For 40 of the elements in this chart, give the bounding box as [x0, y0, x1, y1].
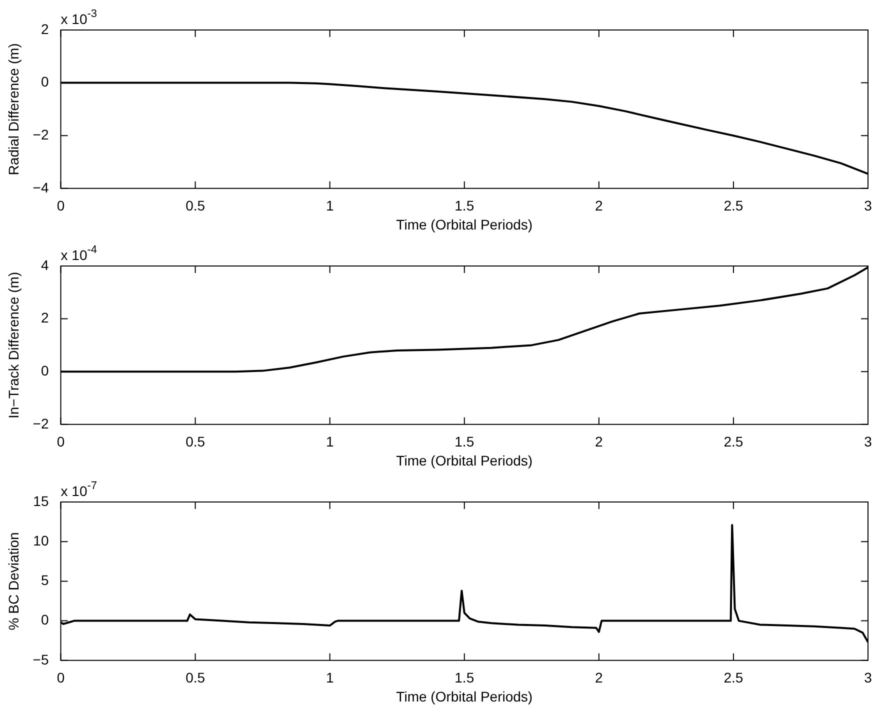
x-tick-label: 1 — [326, 198, 334, 214]
y-tick-label: −5 — [32, 651, 49, 668]
y-tick-label: −2 — [32, 126, 49, 142]
x-tick-label: 1.5 — [454, 434, 474, 450]
y-axis-title: In−Track Difference (m) — [5, 272, 22, 419]
x-tick-label: 2.5 — [724, 670, 744, 686]
x-tick-label: 2.5 — [724, 198, 744, 214]
x-axis-title: Time (Orbital Periods) — [396, 688, 533, 704]
x-tick-label: 2 — [595, 198, 604, 214]
x-tick-label: 0 — [56, 670, 65, 686]
x-tick-label: 3 — [864, 434, 872, 450]
y-tick-label: 10 — [33, 532, 49, 548]
y-tick-label: 15 — [33, 492, 49, 509]
x-axis-title: Time (Orbital Periods) — [396, 452, 533, 468]
x-tick-label: 2 — [595, 670, 604, 686]
x-tick-label: 2.5 — [724, 434, 744, 450]
y-tick-label: 4 — [40, 256, 49, 273]
y-tick-label: −4 — [32, 179, 49, 196]
y-axis-title: Radial Difference (m) — [5, 43, 22, 176]
x-tick-label: 2 — [595, 434, 604, 450]
y-tick-label: −2 — [32, 415, 49, 432]
y-axis-title: % BC Deviation — [5, 532, 22, 630]
y-tick-label: 0 — [40, 362, 49, 378]
x-tick-label: 1 — [326, 670, 334, 686]
y-tick-label: 5 — [40, 572, 49, 588]
x-tick-label: 1.5 — [454, 198, 474, 214]
x-tick-label: 3 — [864, 670, 872, 686]
x-tick-label: 0.5 — [186, 434, 206, 450]
x-tick-label: 1.5 — [454, 670, 474, 686]
y-tick-label: 2 — [40, 310, 49, 326]
x-tick-label: 0 — [56, 434, 65, 450]
x-tick-label: 0 — [56, 198, 65, 214]
x-tick-label: 3 — [864, 198, 872, 214]
y-tick-label: 0 — [40, 74, 49, 90]
x-tick-label: 1 — [326, 434, 334, 450]
x-tick-label: 0.5 — [186, 198, 206, 214]
y-tick-label: 0 — [40, 612, 49, 628]
x-tick-label: 0.5 — [186, 670, 206, 686]
y-tick-label: 2 — [40, 20, 49, 37]
x-axis-title: Time (Orbital Periods) — [396, 216, 533, 232]
